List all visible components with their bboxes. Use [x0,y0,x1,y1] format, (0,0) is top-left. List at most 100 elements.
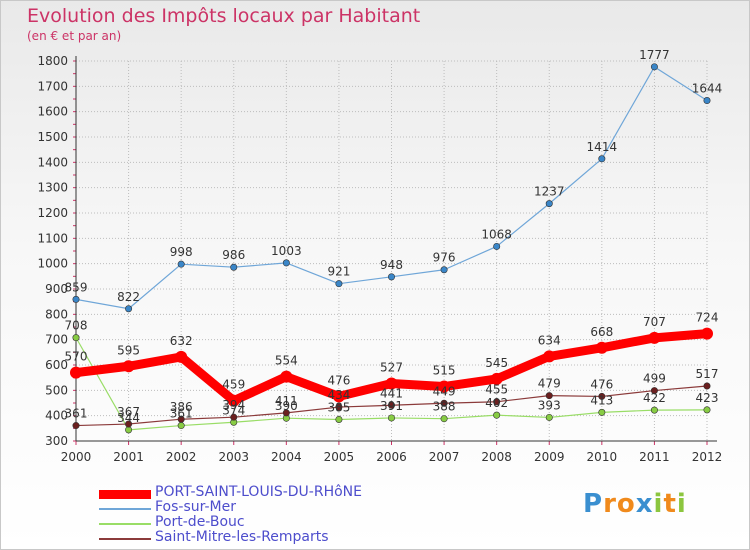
y-tick-label: 700 [45,333,68,347]
data-point [648,331,661,344]
proxiti-logo: Proxiti [583,489,687,519]
data-label: 422 [643,391,666,405]
data-point [650,406,658,414]
legend-swatch [99,508,151,510]
data-label: 361 [170,407,193,421]
y-tick-label: 300 [45,434,68,448]
data-label: 517 [696,367,719,381]
logo-letter: i [676,489,687,519]
data-label: 411 [275,394,298,408]
data-label: 708 [65,319,88,333]
y-tick-label: 600 [45,358,68,372]
data-point [650,387,658,395]
logo-letter: x [635,489,654,519]
data-point [282,259,290,267]
data-label: 822 [117,290,140,304]
data-point [440,399,448,407]
data-point [493,398,501,406]
data-point [125,426,133,434]
data-point [650,63,658,71]
data-label: 948 [380,258,403,272]
data-label: 394 [222,398,245,412]
data-point [440,415,448,423]
series [70,63,713,434]
data-point [493,411,501,419]
logo-letter: i [653,489,664,519]
logo-letter: t [663,489,677,519]
data-point [280,370,293,383]
y-tick-label: 1700 [37,79,68,93]
data-point [335,280,343,288]
data-label: 476 [590,377,613,391]
data-point [177,415,185,423]
data-label: 385 [327,400,350,414]
x-tick-label: 2005 [324,450,355,464]
data-point [703,97,711,105]
data-point [438,380,451,393]
chart-subtitle: (en € et par an) [27,29,122,43]
data-point [70,366,82,379]
data-point [545,413,553,421]
data-label: 986 [222,248,245,262]
data-label: 976 [433,251,456,265]
data-label: 527 [380,360,403,374]
data-point [335,415,343,423]
data-point [72,295,80,303]
legend-label: Fos-sur-Mer [155,499,236,515]
data-point [230,263,238,271]
legend-label: Port-de-Bouc [155,514,245,530]
data-label: 479 [538,377,561,391]
data-label: 386 [170,400,193,414]
x-tick-label: 2009 [534,450,565,464]
y-tick-label: 900 [45,282,68,296]
data-label: 390 [275,399,298,413]
data-point [230,413,238,421]
data-label: 434 [327,388,350,402]
data-label: 632 [170,334,193,348]
data-label: 634 [538,333,561,347]
data-label: 1237 [534,185,565,199]
data-point [335,403,343,411]
data-label: 545 [485,356,508,370]
data-label: 1777 [639,48,670,62]
data-point [282,409,290,417]
x-tick-label: 2008 [481,450,512,464]
data-label: 402 [485,396,508,410]
data-point [545,392,553,400]
data-label: 441 [380,386,403,400]
data-label: 1068 [481,227,512,241]
x-tick-label: 2010 [587,450,618,464]
y-tick-label: 800 [45,307,68,321]
y-tick-label: 1800 [37,54,68,68]
data-label: 388 [433,400,456,414]
data-label: 393 [538,398,561,412]
logo-letter: r [603,489,617,519]
x-tick-label: 2006 [376,450,407,464]
x-tick-label: 2003 [218,450,249,464]
data-point [545,200,553,208]
data-label: 554 [275,354,298,368]
x-tick-label: 2011 [639,450,670,464]
legend-swatch [99,523,151,525]
data-label: 1003 [271,244,302,258]
data-label: 413 [590,393,613,407]
data-label: 391 [380,399,403,413]
data-label: 344 [117,411,140,425]
data-label: 595 [117,343,140,357]
y-tick-label: 1600 [37,105,68,119]
data-point [598,155,606,163]
data-point [72,422,80,430]
data-label: 476 [327,373,350,387]
data-point [125,305,133,313]
data-point [543,350,556,363]
x-tick-label: 2001 [113,450,144,464]
legend-swatch [99,538,151,540]
data-point [385,377,398,390]
data-label: 1414 [587,140,618,154]
data-label: 859 [65,280,88,294]
data-label: 423 [696,391,719,405]
data-point [387,414,395,422]
data-label: 668 [590,325,613,339]
x-tick-label: 2012 [692,450,723,464]
